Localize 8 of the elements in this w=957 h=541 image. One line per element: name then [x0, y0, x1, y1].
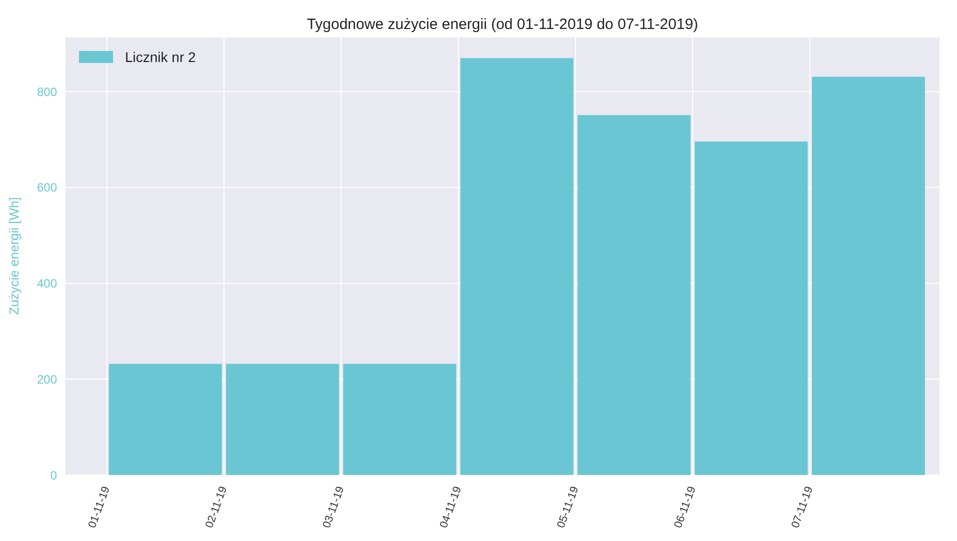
y-tick-label: 600: [36, 180, 58, 195]
y-tick-label: 0: [50, 468, 58, 482]
y-tick-label: 200: [36, 372, 58, 386]
y-tick-label: 400: [36, 276, 58, 291]
legend-label: Licznik nr 2: [125, 49, 196, 65]
y-axis-title: Zużycie energii [Wh]: [6, 197, 22, 315]
y-tick-label: 800: [36, 84, 58, 99]
chart-title: Tygodnowe zużycie energii (od 01-11-2019 do 07-11-2019): [306, 16, 700, 33]
